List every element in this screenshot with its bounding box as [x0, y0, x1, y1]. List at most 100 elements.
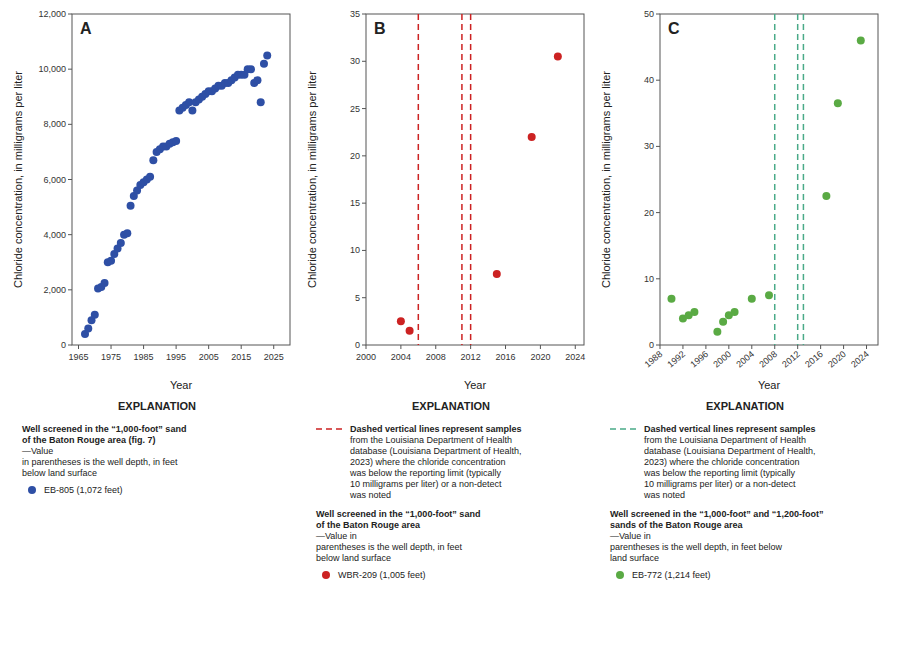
- scatter-point: [84, 324, 92, 332]
- explanation-text-line: Well screened in the “1,000-foot” and “1…: [610, 509, 823, 519]
- plot-frame: [72, 14, 290, 345]
- y-tick: [68, 234, 72, 235]
- scatter-point: [149, 156, 157, 164]
- explanation-text: —Value inparentheses is the well depth, …: [610, 531, 783, 563]
- scatter-point: [253, 76, 261, 84]
- y-tick-label: 15: [350, 198, 360, 208]
- y-tick-label: 35: [350, 9, 360, 19]
- vertical-line: [774, 14, 776, 345]
- marks: [397, 14, 562, 345]
- x-tick: [682, 345, 683, 349]
- legend-description-line: was below the reporting limit (typically: [349, 468, 502, 478]
- y-tick-label: 10: [644, 274, 654, 284]
- scatter-point: [260, 60, 268, 68]
- y-tick-label: 30: [644, 141, 654, 151]
- y-tick: [656, 80, 660, 81]
- x-tick: [366, 345, 367, 349]
- explanation: EXPLANATIONDashed vertical lines represe…: [316, 400, 522, 580]
- scatter-point: [554, 53, 562, 61]
- y-tick: [68, 69, 72, 70]
- y-tick-label: 4,000: [43, 230, 66, 240]
- y-tick: [68, 345, 72, 346]
- legend-swatch: [322, 571, 330, 579]
- legend-description-line: from the Louisiana Department of Health: [644, 435, 806, 445]
- x-tick-label: 2012: [780, 349, 802, 370]
- legend-description-line: 10 milligrams per liter) or a non-detect: [644, 479, 796, 489]
- explanation-text-line: of the Baton Rouge area (fig. 7): [22, 435, 156, 445]
- x-tick-label: 1975: [101, 352, 121, 362]
- explanation-text-line: sands of the Baton Rouge area: [610, 520, 744, 530]
- legend-description-line: 2023) where the chloride concentration: [644, 457, 800, 467]
- legend-description: from the Louisiana Department of Healthd…: [643, 435, 816, 500]
- explanation-heading: EXPLANATION: [706, 400, 784, 412]
- vertical-line: [803, 14, 805, 345]
- x-tick: [111, 345, 112, 349]
- x-axis-label: Year: [758, 379, 781, 391]
- explanation-text-line: —Value in: [316, 531, 357, 541]
- x-tick-label: 2024: [849, 349, 871, 370]
- x-tick: [78, 345, 79, 349]
- y-tick-label: 10: [350, 245, 360, 255]
- x-tick-label: 1996: [688, 349, 710, 370]
- x-tick-label: 2025: [264, 352, 284, 362]
- legend-description-line: 2023) where the chloride concentration: [350, 457, 506, 467]
- y-tick-label: 8,000: [43, 119, 66, 129]
- scatter-point: [107, 257, 115, 265]
- scatter-point: [123, 229, 131, 237]
- scatter-point: [834, 99, 842, 107]
- scatter-point: [667, 295, 675, 303]
- x-tick-label: 2000: [711, 349, 733, 370]
- scatter-point: [765, 291, 773, 299]
- explanation: EXPLANATION Well screened in the “1,000-f…: [22, 400, 196, 495]
- x-tick: [241, 345, 242, 349]
- y-tick: [656, 278, 660, 279]
- y-tick: [656, 345, 660, 346]
- x-tick: [208, 345, 209, 349]
- scatter-point: [101, 279, 109, 287]
- y-tick: [362, 14, 366, 15]
- explanation-heading: EXPLANATION: [118, 400, 196, 412]
- legend-swatch: [610, 428, 638, 430]
- x-tick-label: 2004: [391, 352, 411, 362]
- explanation-text: Well screened in the “1,000-foot” and “1…: [610, 509, 823, 530]
- explanation-text-line: in parentheses is the well depth, in fee…: [22, 457, 178, 467]
- x-tick-label: 2008: [757, 349, 779, 370]
- scatter-point: [690, 308, 698, 316]
- x-tick-label: 2020: [530, 352, 550, 362]
- scatter-point: [493, 270, 501, 278]
- x-tick-label: 2005: [199, 352, 219, 362]
- y-tick: [362, 61, 366, 62]
- explanation-text-line: below land surface: [22, 468, 97, 478]
- explanation-text: Well screened in the “1,000-foot” sandof…: [22, 424, 186, 445]
- y-tick-label: 40: [644, 75, 654, 85]
- explanation-text-line: below land surface: [316, 553, 391, 563]
- marks: [81, 51, 271, 338]
- panel: 02,0004,0006,0008,00010,00012,0001965197…: [12, 9, 290, 391]
- x-tick: [143, 345, 144, 349]
- legend-entry: Dashed vertical lines represent samples: [644, 424, 816, 434]
- legend-swatch: [316, 428, 344, 430]
- scatter-point: [731, 308, 739, 316]
- x-tick: [843, 345, 844, 349]
- explanation-text: Well screened in the “1,000-foot” sandof…: [316, 509, 480, 530]
- legend-description-line: 10 milligrams per liter) or a non-detect: [350, 479, 502, 489]
- legend-swatch: [616, 571, 624, 579]
- legend-description-line: was noted: [643, 490, 685, 500]
- scatter-point: [172, 137, 180, 145]
- scatter-point: [748, 295, 756, 303]
- x-tick: [705, 345, 706, 349]
- x-tick: [575, 345, 576, 349]
- x-tick: [660, 345, 661, 349]
- y-tick: [362, 345, 366, 346]
- y-axis-label: Chloride concentration, in milligrams pe…: [600, 71, 612, 288]
- x-tick-label: 2016: [803, 349, 825, 370]
- panel: 0510152025303520002004200820122016202020…: [306, 9, 585, 391]
- explanation-text-line: parentheses is the well depth, in feet: [316, 542, 463, 552]
- scatter-point: [857, 36, 865, 44]
- explanation-text-line: —Value: [22, 446, 53, 456]
- legend-entry-line: Dashed vertical lines represent samples: [350, 424, 522, 434]
- x-tick-label: 2015: [231, 352, 251, 362]
- vertical-line: [418, 14, 420, 345]
- x-axis-label: Year: [464, 379, 487, 391]
- y-tick: [68, 179, 72, 180]
